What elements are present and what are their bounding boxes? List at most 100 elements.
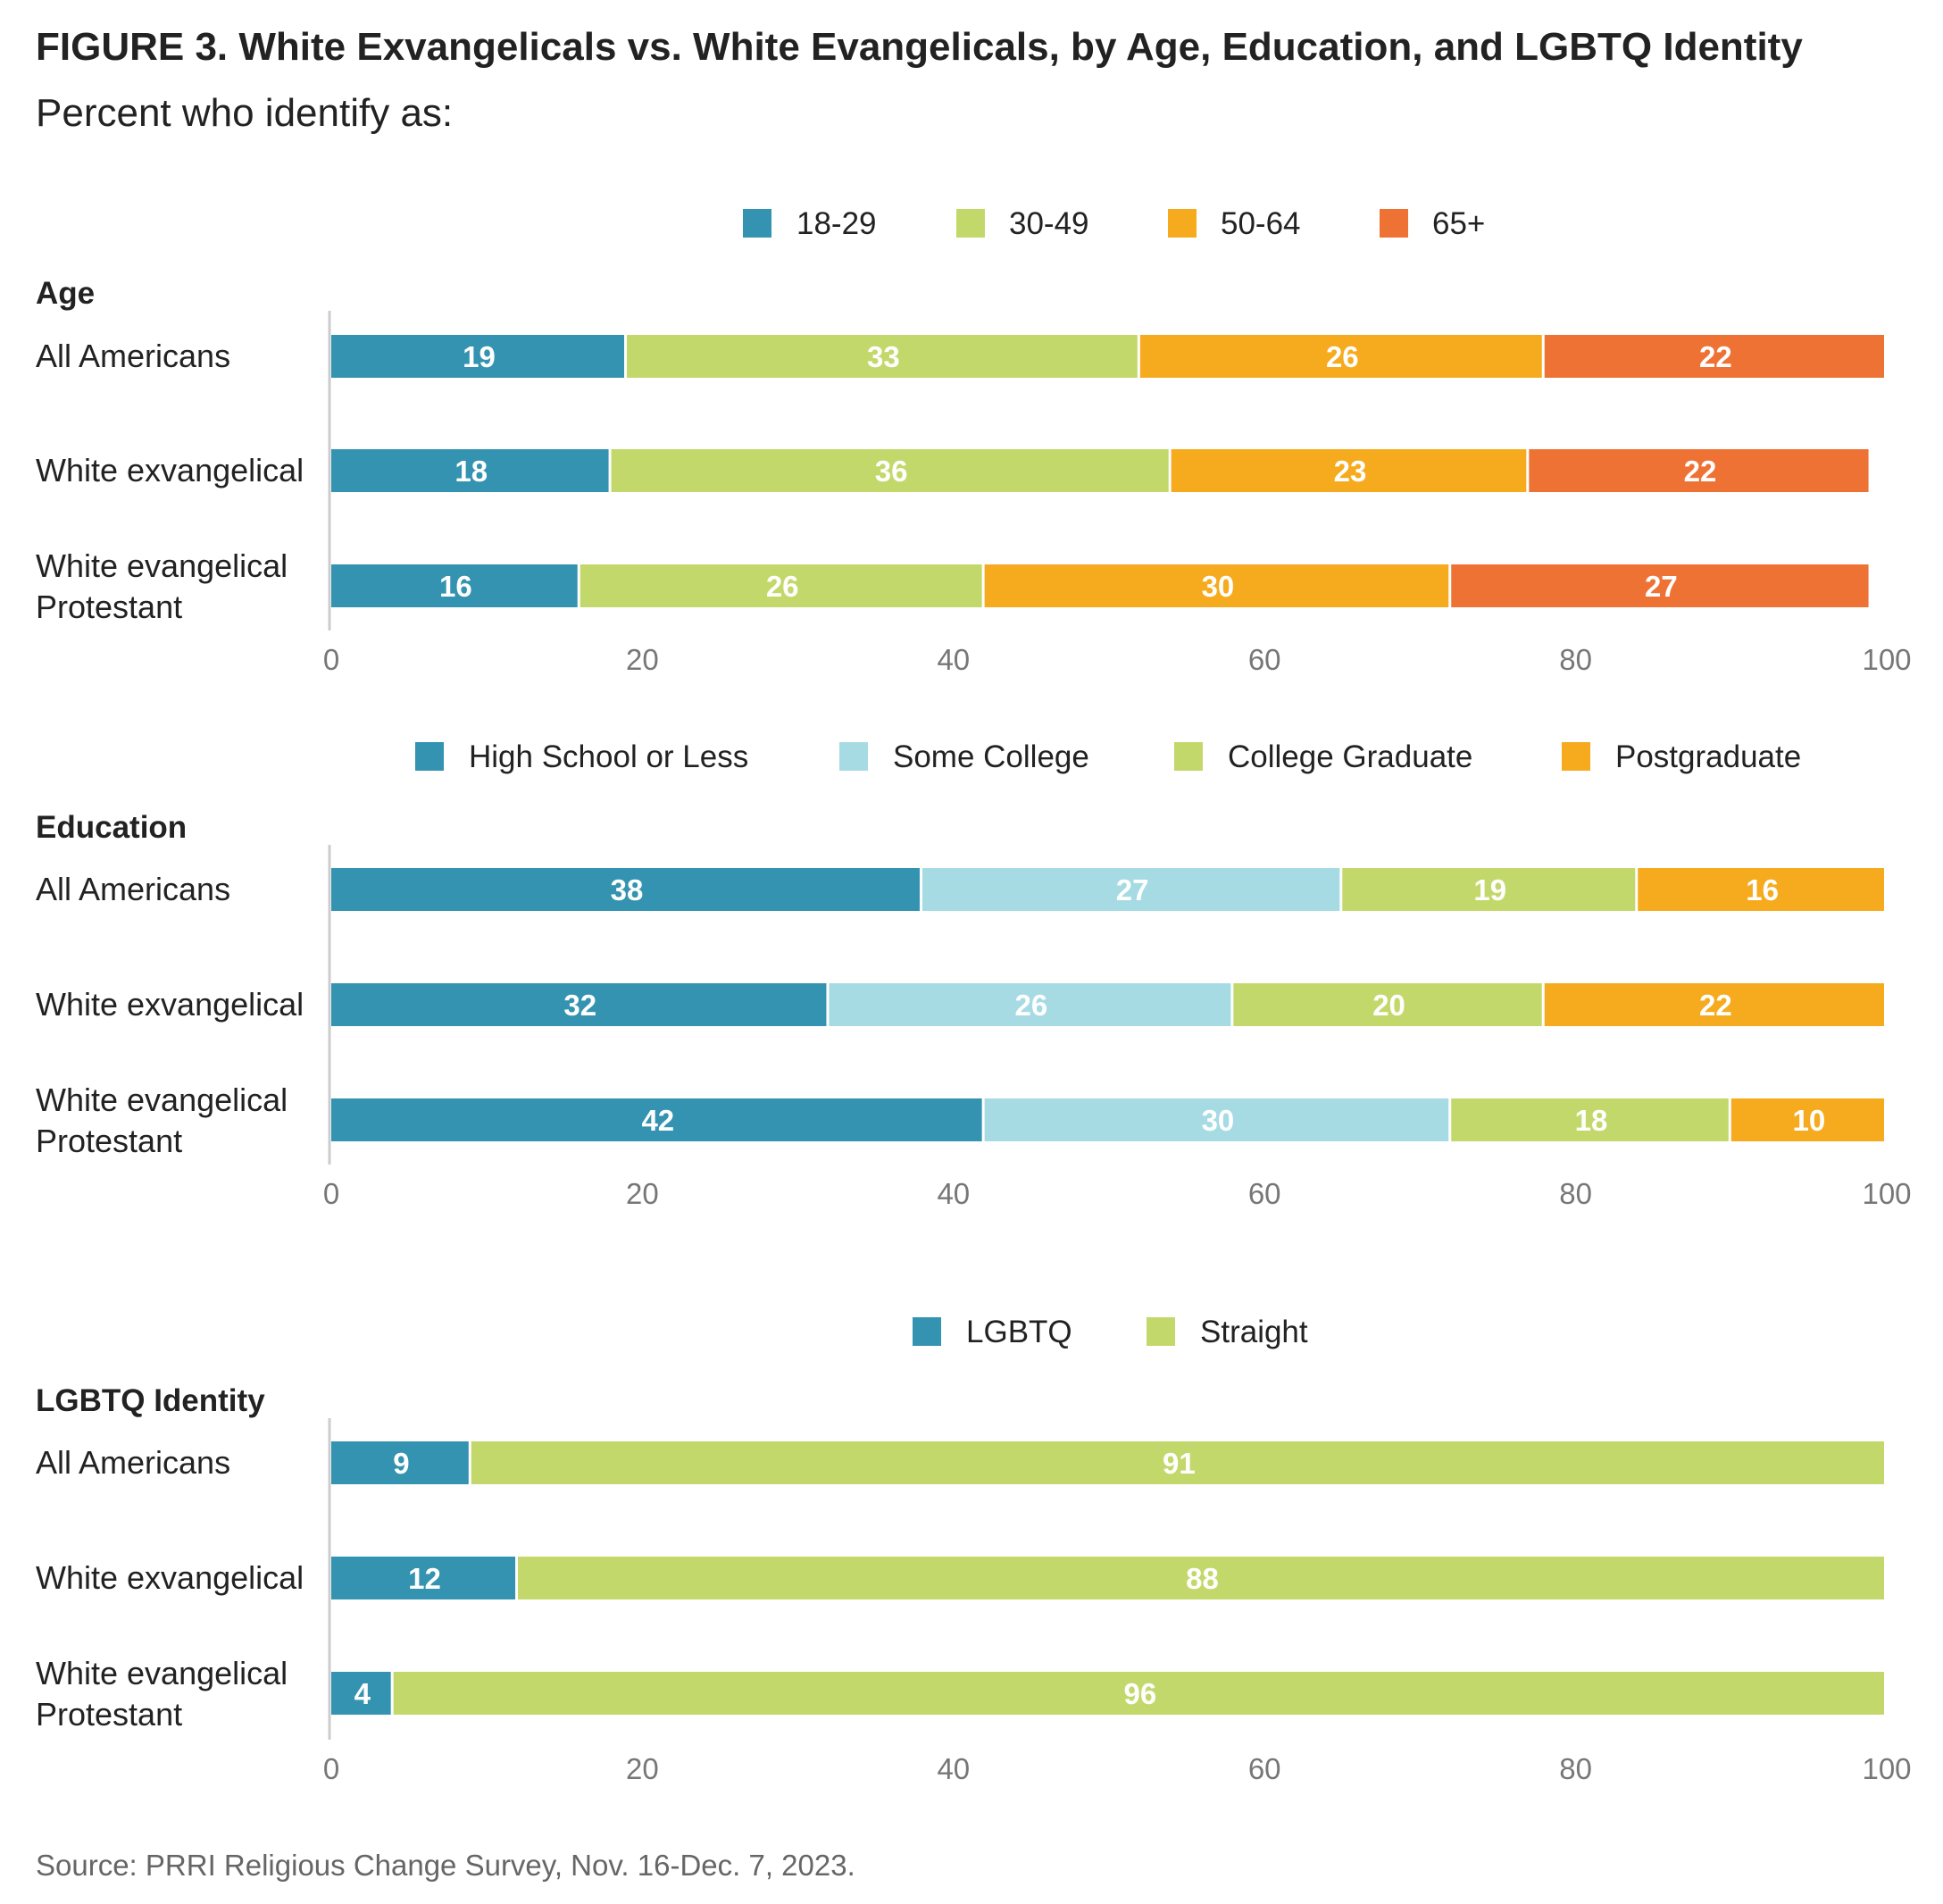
- x-tick-label: 40: [937, 643, 970, 676]
- data-label: 23: [1334, 455, 1367, 488]
- data-label: 19: [1473, 873, 1506, 906]
- bar-segment: [331, 1098, 982, 1141]
- legend-swatch: [1147, 1317, 1175, 1346]
- data-label: 22: [1699, 989, 1732, 1022]
- x-tick-label: 0: [323, 643, 339, 676]
- bar-segment: [393, 1672, 1885, 1715]
- data-label: 36: [875, 455, 908, 488]
- category-label: All Americans: [36, 871, 230, 907]
- bar-segment: [1451, 1098, 1729, 1141]
- legend-label: LGBTQ: [966, 1315, 1072, 1349]
- data-label: 19: [463, 340, 496, 373]
- legend-swatch: [839, 742, 868, 771]
- figure-subtitle: Percent who identify as:: [36, 91, 454, 135]
- category-label: White evangelical: [36, 547, 288, 584]
- x-tick-label: 100: [1862, 1752, 1911, 1785]
- bar-segment: [471, 1441, 1884, 1484]
- bar-segment: [1638, 868, 1884, 911]
- data-label: 38: [611, 873, 644, 906]
- bar-segment: [331, 1441, 469, 1484]
- x-tick-label: 80: [1559, 1752, 1592, 1785]
- legend-label: 65+: [1432, 206, 1485, 241]
- data-label: 16: [439, 570, 472, 603]
- category-label: Protestant: [36, 1123, 182, 1159]
- bar-segment: [331, 335, 624, 378]
- x-tick-label: 100: [1862, 643, 1911, 676]
- legend-swatch: [743, 209, 771, 238]
- bar-segment: [626, 335, 1138, 378]
- bar-segment: [1451, 564, 1869, 607]
- x-tick-label: 80: [1559, 643, 1592, 676]
- data-label: 32: [563, 989, 596, 1022]
- category-label: Protestant: [36, 589, 182, 625]
- data-label: 27: [1645, 570, 1678, 603]
- x-tick-label: 20: [626, 1177, 659, 1210]
- bar-segment: [1171, 449, 1527, 492]
- data-label: 22: [1699, 340, 1732, 373]
- data-label: 30: [1202, 570, 1235, 603]
- category-label: White evangelical: [36, 1655, 288, 1691]
- panel-title: Education: [36, 810, 187, 845]
- bar-segment: [331, 983, 827, 1026]
- x-tick-label: 20: [626, 643, 659, 676]
- bar-segment: [984, 1098, 1449, 1141]
- x-tick-label: 0: [323, 1177, 339, 1210]
- category-label: White exvangelical: [36, 452, 304, 489]
- legend-swatch: [1168, 209, 1197, 238]
- legend-label: 18-29: [796, 206, 877, 241]
- legend-swatch: [1562, 742, 1590, 771]
- bar-segment: [1730, 1098, 1884, 1141]
- bar-segment: [1233, 983, 1542, 1026]
- category-label: Protestant: [36, 1696, 182, 1733]
- legend-label: Postgraduate: [1615, 739, 1801, 774]
- data-label: 26: [766, 570, 799, 603]
- data-label: 9: [393, 1447, 409, 1480]
- bar-segment: [331, 1557, 516, 1599]
- category-label: White evangelical: [36, 1081, 288, 1118]
- bar-segment: [984, 564, 1449, 607]
- panel-title: LGBTQ Identity: [36, 1383, 265, 1418]
- data-label: 27: [1116, 873, 1149, 906]
- legend-label: Some College: [893, 739, 1089, 774]
- data-label: 96: [1123, 1677, 1156, 1710]
- legend-swatch: [415, 742, 444, 771]
- data-label: 4: [354, 1677, 371, 1710]
- data-label: 20: [1372, 989, 1405, 1022]
- legend-label: High School or Less: [469, 739, 748, 774]
- x-tick-label: 100: [1862, 1177, 1911, 1210]
- bar-segment: [580, 564, 982, 607]
- bar-segment: [611, 449, 1169, 492]
- data-label: 88: [1186, 1562, 1219, 1595]
- bar-segment: [1342, 868, 1636, 911]
- data-label: 12: [408, 1562, 441, 1595]
- bar-segment: [1529, 449, 1869, 492]
- category-label: White exvangelical: [36, 1559, 304, 1596]
- bar-segment: [1139, 335, 1542, 378]
- x-tick-label: 60: [1248, 1752, 1281, 1785]
- bar-segment: [518, 1557, 1884, 1599]
- bar-segment: [331, 1672, 391, 1715]
- data-label: 18: [1575, 1104, 1608, 1137]
- x-tick-label: 80: [1559, 1177, 1592, 1210]
- data-label: 91: [1163, 1447, 1196, 1480]
- data-label: 16: [1746, 873, 1779, 906]
- bar-segment: [921, 868, 1340, 911]
- x-tick-label: 40: [937, 1752, 970, 1785]
- x-tick-label: 20: [626, 1752, 659, 1785]
- category-label: All Americans: [36, 338, 230, 374]
- bar-segment: [331, 564, 578, 607]
- legend-swatch: [1174, 742, 1203, 771]
- legend-label: College Graduate: [1228, 739, 1472, 774]
- data-label: 18: [454, 455, 488, 488]
- data-label: 30: [1202, 1104, 1235, 1137]
- bar-segment: [829, 983, 1231, 1026]
- bar-segment: [1544, 983, 1884, 1026]
- data-label: 26: [1326, 340, 1359, 373]
- legend-label: 30-49: [1009, 206, 1089, 241]
- data-label: 42: [641, 1104, 674, 1137]
- data-label: 10: [1793, 1104, 1826, 1137]
- legend-swatch: [913, 1317, 941, 1346]
- x-tick-label: 0: [323, 1752, 339, 1785]
- category-label: All Americans: [36, 1444, 230, 1481]
- data-label: 33: [867, 340, 900, 373]
